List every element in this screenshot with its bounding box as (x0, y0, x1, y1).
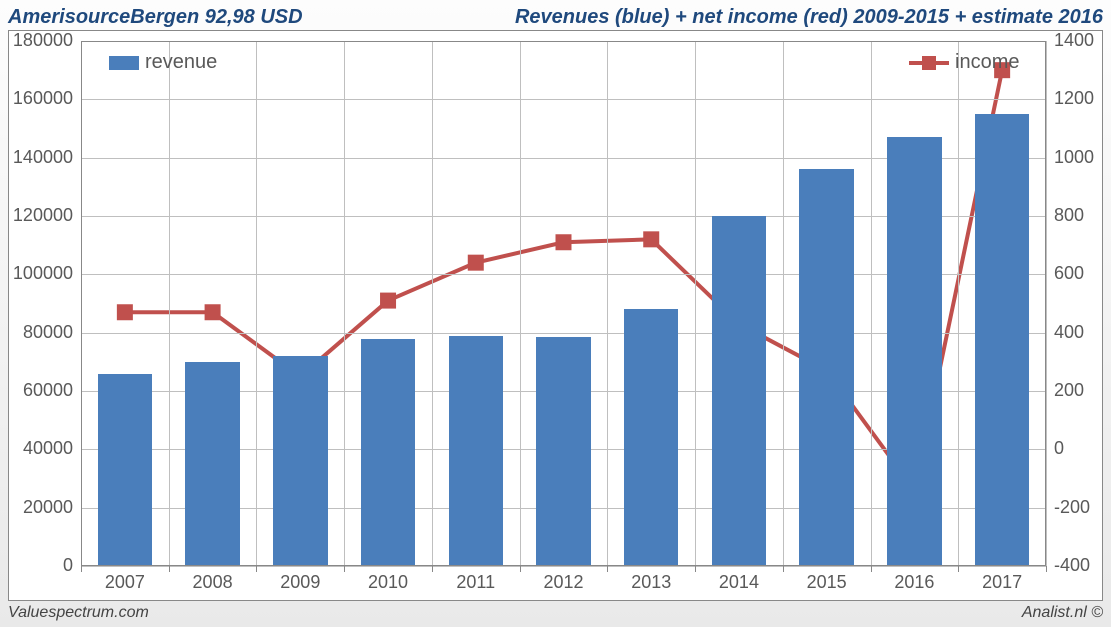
revenue-bar (361, 339, 415, 567)
legend-income: income (909, 51, 1019, 74)
revenue-bar (536, 337, 590, 566)
revenue-bar (185, 362, 239, 566)
income-marker (205, 304, 221, 320)
y-right-tick-label: -400 (1054, 555, 1090, 576)
title-left: AmerisourceBergen 92,98 USD (8, 6, 303, 29)
legend-revenue: revenue (109, 51, 217, 74)
gridline (81, 566, 1046, 567)
x-tick-label: 2010 (344, 572, 432, 593)
x-gridline (607, 41, 608, 566)
income-marker (117, 304, 133, 320)
y-left-tick-label: 180000 (9, 30, 73, 51)
legend-revenue-label: revenue (145, 51, 217, 74)
footer-left: Valuespectrum.com (8, 604, 149, 622)
y-left-tick-label: 60000 (9, 380, 73, 401)
x-tick-label: 2012 (520, 572, 608, 593)
x-gridline (871, 41, 872, 566)
gridline (81, 99, 1046, 100)
income-marker (468, 255, 484, 271)
footer-right: Analist.nl © (1022, 604, 1103, 622)
y-left-tick-label: 20000 (9, 497, 73, 518)
x-gridline (432, 41, 433, 566)
revenue-bar (799, 169, 853, 566)
y-left-tick-label: 40000 (9, 438, 73, 459)
x-tick-label: 2017 (958, 572, 1046, 593)
legend-income-label: income (955, 51, 1019, 74)
income-marker (643, 231, 659, 247)
x-gridline (695, 41, 696, 566)
income-marker (556, 234, 572, 250)
x-tick-label: 2011 (432, 572, 520, 593)
x-tick (1046, 566, 1047, 572)
x-gridline (81, 41, 82, 566)
y-right-tick-label: 1200 (1054, 88, 1094, 109)
y-right-tick-label: 0 (1054, 438, 1064, 459)
revenue-bar (273, 356, 327, 566)
y-right-tick-label: 600 (1054, 263, 1084, 284)
y-right-tick-label: 800 (1054, 205, 1084, 226)
chart-box: 0 20000 40000 60000 80000 100000 120000 140000 1… (8, 30, 1103, 601)
y-left-tick-label: 100000 (9, 263, 73, 284)
x-tick-label: 2014 (695, 572, 783, 593)
legend-revenue-swatch (109, 56, 139, 70)
x-gridline (520, 41, 521, 566)
y-left-tick-label: 140000 (9, 147, 73, 168)
y-left-tick-label: 160000 (9, 88, 73, 109)
y-right-tick-label: -200 (1054, 497, 1090, 518)
revenue-bar (975, 114, 1029, 566)
x-tick-label: 2013 (607, 572, 695, 593)
x-tick-label: 2009 (256, 572, 344, 593)
y-left-tick-label: 0 (9, 555, 73, 576)
revenue-bar (449, 336, 503, 566)
y-left-tick-label: 80000 (9, 322, 73, 343)
y-right-tick-label: 1000 (1054, 147, 1094, 168)
x-tick-label: 2008 (169, 572, 257, 593)
revenue-bar (624, 309, 678, 566)
chart-footer: Valuespectrum.com Analist.nl © (8, 603, 1103, 623)
x-gridline (344, 41, 345, 566)
chart-header: AmerisourceBergen 92,98 USD Revenues (bl… (8, 4, 1103, 30)
x-gridline (256, 41, 257, 566)
revenue-bar (712, 216, 766, 566)
gridline (81, 41, 1046, 42)
title-right: Revenues (blue) + net income (red) 2009-… (515, 6, 1103, 29)
y-right-tick-label: 400 (1054, 322, 1084, 343)
y-right-tick-label: 200 (1054, 380, 1084, 401)
income-marker (380, 293, 396, 309)
plot-area (81, 41, 1046, 566)
y-right-tick-label: 1400 (1054, 30, 1094, 51)
legend-income-line-icon (909, 61, 949, 65)
legend-income-marker-icon (922, 56, 936, 70)
revenue-bar (887, 137, 941, 566)
y-left-tick-label: 120000 (9, 205, 73, 226)
x-gridline (169, 41, 170, 566)
x-gridline (783, 41, 784, 566)
x-gridline (958, 41, 959, 566)
chart-container: AmerisourceBergen 92,98 USD Revenues (bl… (0, 0, 1111, 627)
x-gridline (1046, 41, 1047, 566)
revenue-bar (98, 374, 152, 567)
x-tick-label: 2007 (81, 572, 169, 593)
x-tick-label: 2015 (783, 572, 871, 593)
x-tick-label: 2016 (871, 572, 959, 593)
